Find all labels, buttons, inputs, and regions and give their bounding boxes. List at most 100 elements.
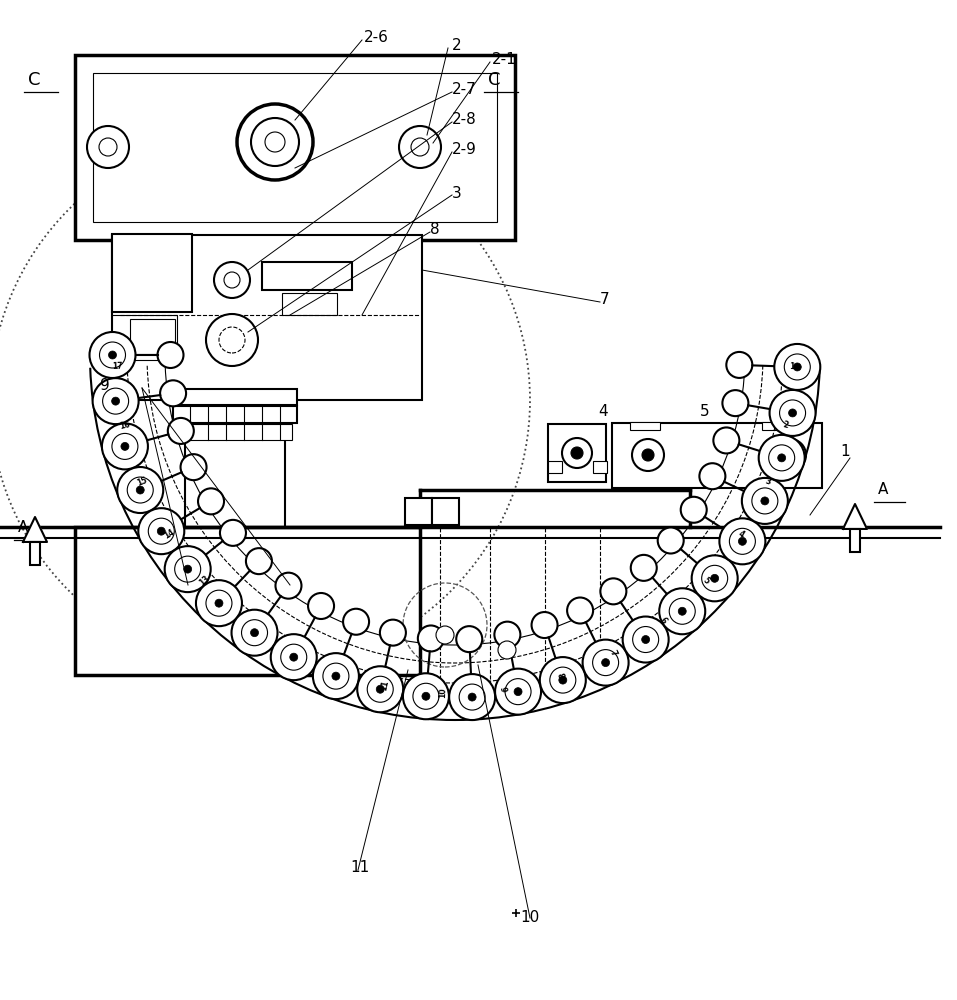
Text: 1: 1 bbox=[790, 362, 795, 371]
Polygon shape bbox=[843, 504, 867, 529]
Circle shape bbox=[774, 344, 820, 390]
Circle shape bbox=[87, 126, 129, 168]
Circle shape bbox=[380, 620, 406, 646]
Text: 2-9: 2-9 bbox=[452, 142, 477, 157]
Text: 16: 16 bbox=[119, 420, 131, 431]
Circle shape bbox=[436, 626, 454, 644]
Circle shape bbox=[175, 556, 201, 582]
Text: 9: 9 bbox=[497, 686, 507, 692]
Circle shape bbox=[108, 351, 117, 359]
Circle shape bbox=[412, 683, 439, 709]
Text: 2-6: 2-6 bbox=[364, 29, 389, 44]
Circle shape bbox=[158, 342, 184, 368]
Circle shape bbox=[127, 477, 153, 503]
Circle shape bbox=[498, 641, 516, 659]
Circle shape bbox=[550, 667, 576, 693]
Circle shape bbox=[206, 590, 232, 616]
Bar bbox=[130, 535, 355, 645]
Text: C: C bbox=[488, 71, 501, 89]
Circle shape bbox=[271, 634, 317, 680]
Circle shape bbox=[93, 378, 139, 424]
Bar bbox=[262, 262, 352, 290]
Circle shape bbox=[265, 132, 285, 152]
Circle shape bbox=[562, 438, 592, 468]
Circle shape bbox=[768, 445, 794, 471]
Circle shape bbox=[739, 537, 746, 545]
Text: 15: 15 bbox=[136, 475, 148, 488]
Circle shape bbox=[641, 636, 650, 644]
Circle shape bbox=[729, 528, 755, 554]
Circle shape bbox=[280, 644, 307, 670]
Circle shape bbox=[761, 497, 768, 505]
Text: 4: 4 bbox=[598, 404, 608, 420]
Text: 17: 17 bbox=[112, 362, 123, 371]
Text: 8: 8 bbox=[430, 223, 439, 237]
Text: 2-8: 2-8 bbox=[452, 112, 477, 127]
Circle shape bbox=[246, 548, 272, 574]
Circle shape bbox=[112, 433, 138, 459]
Text: 9: 9 bbox=[100, 377, 110, 392]
Circle shape bbox=[181, 454, 207, 480]
Circle shape bbox=[692, 555, 738, 601]
Text: 4: 4 bbox=[737, 529, 746, 539]
Circle shape bbox=[669, 598, 695, 624]
Circle shape bbox=[136, 486, 145, 494]
Circle shape bbox=[220, 520, 246, 546]
Circle shape bbox=[313, 653, 359, 699]
Circle shape bbox=[571, 447, 583, 459]
Circle shape bbox=[323, 663, 349, 689]
Text: 10: 10 bbox=[520, 910, 539, 926]
Circle shape bbox=[184, 565, 191, 573]
Circle shape bbox=[418, 625, 444, 651]
Bar bbox=[178, 424, 292, 440]
Circle shape bbox=[90, 332, 136, 378]
Circle shape bbox=[742, 478, 788, 524]
Text: 2-7: 2-7 bbox=[452, 83, 477, 98]
Circle shape bbox=[276, 573, 301, 599]
Bar bbox=[593, 461, 607, 473]
Circle shape bbox=[602, 659, 610, 667]
Text: 5: 5 bbox=[701, 576, 711, 586]
Text: 11: 11 bbox=[350, 860, 369, 876]
Circle shape bbox=[631, 555, 657, 581]
Circle shape bbox=[206, 314, 258, 366]
Circle shape bbox=[752, 488, 778, 514]
Circle shape bbox=[759, 435, 805, 481]
Circle shape bbox=[219, 327, 245, 353]
Circle shape bbox=[100, 342, 125, 368]
Circle shape bbox=[99, 138, 117, 156]
Circle shape bbox=[165, 546, 211, 592]
Circle shape bbox=[568, 598, 593, 624]
Circle shape bbox=[769, 390, 815, 436]
Circle shape bbox=[376, 685, 384, 693]
Bar bbox=[112, 234, 192, 312]
Circle shape bbox=[784, 449, 796, 461]
Bar bbox=[548, 461, 562, 473]
Circle shape bbox=[657, 528, 683, 554]
Bar bbox=[173, 406, 297, 423]
Bar bbox=[112, 315, 177, 360]
Circle shape bbox=[456, 626, 482, 652]
Circle shape bbox=[251, 629, 258, 637]
Circle shape bbox=[559, 676, 567, 684]
Circle shape bbox=[449, 674, 495, 720]
Bar bbox=[612, 423, 822, 488]
Bar bbox=[282, 293, 337, 315]
Circle shape bbox=[232, 610, 278, 656]
Circle shape bbox=[241, 620, 268, 646]
Circle shape bbox=[778, 454, 786, 462]
Circle shape bbox=[726, 352, 752, 378]
Circle shape bbox=[514, 688, 523, 696]
Circle shape bbox=[720, 518, 766, 564]
Circle shape bbox=[343, 609, 369, 635]
Circle shape bbox=[102, 423, 148, 469]
Circle shape bbox=[224, 272, 240, 288]
Circle shape bbox=[160, 380, 186, 406]
Circle shape bbox=[540, 657, 586, 703]
Circle shape bbox=[701, 565, 727, 591]
Text: 2: 2 bbox=[782, 420, 789, 430]
Text: 6: 6 bbox=[657, 616, 668, 626]
Circle shape bbox=[642, 449, 654, 461]
Circle shape bbox=[290, 653, 298, 661]
Circle shape bbox=[399, 126, 441, 168]
